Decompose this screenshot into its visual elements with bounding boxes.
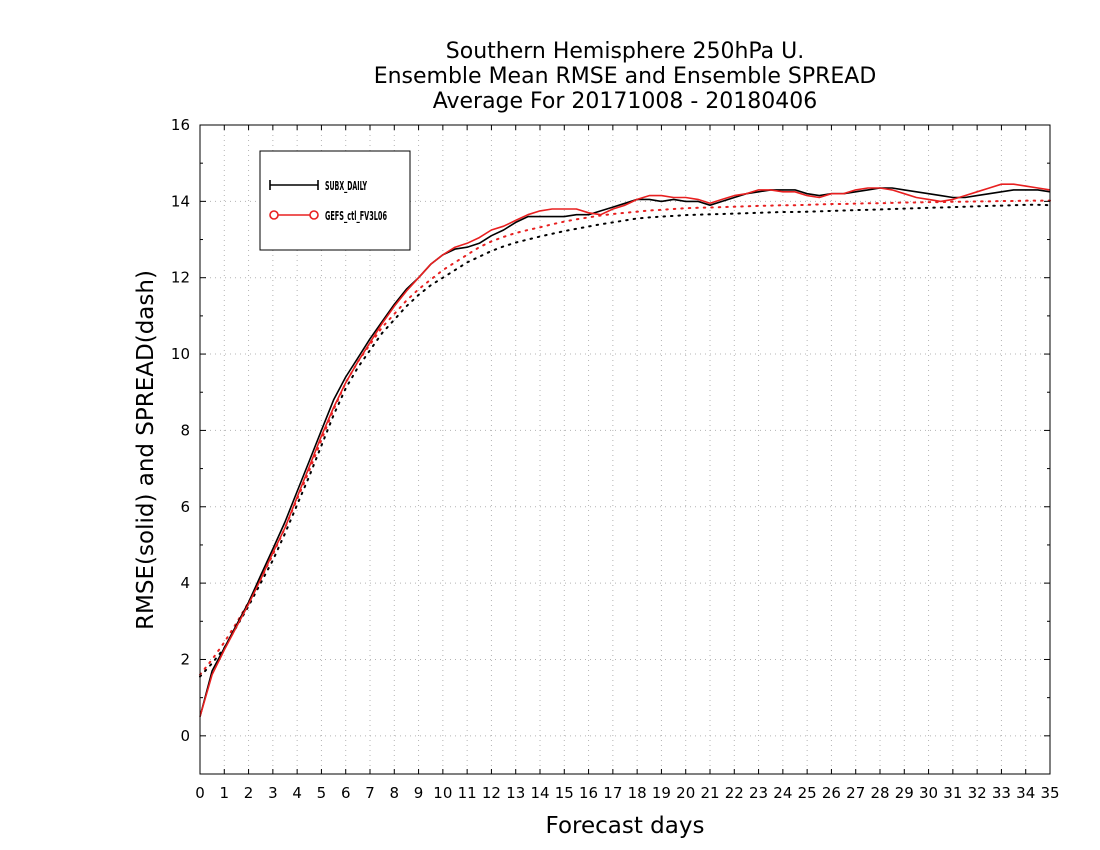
x-tick-label: 17 bbox=[603, 784, 622, 802]
legend-box bbox=[259, 150, 411, 251]
x-tick-label: 13 bbox=[506, 784, 525, 802]
x-tick-label: 26 bbox=[822, 784, 841, 802]
x-tick-label: 2 bbox=[244, 784, 254, 802]
y-tick-label: 8 bbox=[180, 421, 190, 439]
x-tick-label: 11 bbox=[458, 784, 477, 802]
y-tick-label: 12 bbox=[171, 269, 190, 287]
x-tick-label: 35 bbox=[1040, 784, 1059, 802]
x-tick-label: 9 bbox=[414, 784, 424, 802]
plot-area-frame bbox=[199, 124, 1051, 775]
circle-marker-icon bbox=[269, 210, 279, 220]
x-tick-label: 3 bbox=[268, 784, 278, 802]
x-tick-label: 34 bbox=[1016, 784, 1035, 802]
legend-label: SUBX_DAILY bbox=[325, 179, 367, 194]
circle-marker-icon bbox=[309, 210, 319, 220]
x-tick-label: 5 bbox=[317, 784, 327, 802]
legend: SUBX_DAILY GEFS_ctl_FV3L06 bbox=[259, 150, 411, 251]
y-tick-label: 6 bbox=[180, 498, 190, 516]
x-tick-label: 0 bbox=[195, 784, 205, 802]
series-line-subx-daily-spread bbox=[199, 203, 1051, 678]
y-tick-label: 4 bbox=[180, 574, 190, 592]
series-line-gefs-ctl-fv3l06-rmse bbox=[199, 183, 1051, 717]
x-tick-label: 7 bbox=[365, 784, 375, 802]
x-tick-label: 1 bbox=[220, 784, 230, 802]
series-line-gefs-ctl-fv3l06-spread bbox=[199, 199, 1051, 676]
y-tick-label: 16 bbox=[171, 116, 190, 134]
grid bbox=[200, 125, 1050, 774]
x-tick-label: 32 bbox=[968, 784, 987, 802]
x-axis-label: Forecast days bbox=[546, 813, 705, 839]
x-tick-label: 21 bbox=[700, 784, 719, 802]
x-tick-label: 19 bbox=[652, 784, 671, 802]
chart-title: Southern Hemisphere 250hPa U. Ensemble M… bbox=[374, 39, 877, 114]
x-tick-label: 14 bbox=[530, 784, 549, 802]
x-tick-label: 6 bbox=[341, 784, 351, 802]
x-tick-label: 18 bbox=[628, 784, 647, 802]
x-tick-label: 22 bbox=[725, 784, 744, 802]
x-tick-label: 20 bbox=[676, 784, 695, 802]
title-line-2: Ensemble Mean RMSE and Ensemble SPREAD bbox=[374, 64, 877, 89]
x-tick-label: 30 bbox=[919, 784, 938, 802]
x-tick-label: 25 bbox=[798, 784, 817, 802]
x-tick-label: 4 bbox=[292, 784, 302, 802]
axis-ticks bbox=[199, 124, 1051, 775]
legend-item: GEFS_ctl_FV3L06 bbox=[269, 209, 387, 224]
y-tick-label: 14 bbox=[171, 192, 190, 210]
y-tick-label: 0 bbox=[180, 727, 190, 745]
title-line-1: Southern Hemisphere 250hPa U. bbox=[446, 39, 804, 64]
x-tick-label: 23 bbox=[749, 784, 768, 802]
y-axis-label: RMSE(solid) and SPREAD(dash) bbox=[133, 270, 159, 630]
x-tick-label: 8 bbox=[390, 784, 400, 802]
y-tick-label: 10 bbox=[171, 345, 190, 363]
x-tick-label: 31 bbox=[943, 784, 962, 802]
series-layer bbox=[199, 183, 1051, 717]
series-line-subx-daily-rmse bbox=[199, 187, 1051, 717]
x-tick-label: 15 bbox=[555, 784, 574, 802]
x-tick-label: 33 bbox=[992, 784, 1011, 802]
title-line-3: Average For 20171008 - 20180406 bbox=[433, 89, 818, 114]
x-tick-label: 29 bbox=[895, 784, 914, 802]
legend-label: GEFS_ctl_FV3L06 bbox=[325, 209, 387, 224]
x-tick-label: 12 bbox=[482, 784, 501, 802]
x-tick-label: 16 bbox=[579, 784, 598, 802]
legend-item: SUBX_DAILY bbox=[269, 179, 367, 194]
x-tick-label: 24 bbox=[773, 784, 792, 802]
tick-labels: 0 1 2 3 4 5 6 7 8 9 10 11 12 13 14 15 16 17 18 19 20 21 22 23 24… bbox=[171, 116, 1060, 802]
x-tick-label: 10 bbox=[433, 784, 452, 802]
x-tick-label: 27 bbox=[846, 784, 865, 802]
y-tick-label: 2 bbox=[180, 650, 190, 668]
x-tick-label: 28 bbox=[870, 784, 889, 802]
